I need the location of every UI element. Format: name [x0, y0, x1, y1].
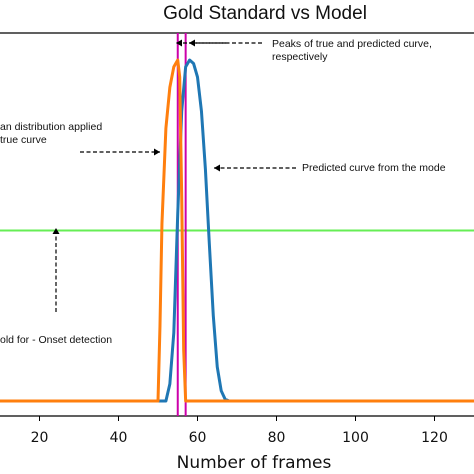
x-tick-label-0: 20 — [31, 430, 49, 446]
gaussian-arrow — [80, 148, 160, 156]
annotation-predicted: Predicted curve from the mode — [302, 162, 446, 174]
threshold-arrow — [52, 228, 60, 312]
peaks-arrow-2-head — [176, 39, 182, 47]
chart-title: Gold Standard vs Model — [163, 3, 367, 24]
gaussian-arrow-head — [154, 148, 160, 156]
annotations: Peaks of true and predicted curve, respec… — [0, 38, 446, 346]
x-tick-label-3: 80 — [268, 430, 286, 446]
series-line-0 — [0, 58, 474, 403]
x-tick-label-4: 100 — [342, 430, 369, 446]
threshold-arrow-head — [52, 228, 60, 234]
x-tick-label-5: 120 — [421, 430, 448, 446]
x-tick-label-2: 60 — [189, 430, 207, 446]
annotation-peaks: Peaks of true and predicted curve, respec… — [272, 38, 432, 63]
series-line-1 — [0, 58, 474, 403]
x-axis-label: Number of frames — [177, 453, 332, 473]
annotation-gaussian: an distribution applied true curve — [0, 121, 102, 146]
plot-area: 20 40 60 80 100 120 — [0, 32, 474, 446]
annotation-threshold: old for - Onset detection — [0, 334, 112, 346]
predicted-arrow-head — [214, 164, 220, 172]
x-tick-label-1: 40 — [110, 430, 128, 446]
predicted-arrow — [214, 164, 296, 172]
peaks-arrow-2 — [176, 39, 226, 47]
